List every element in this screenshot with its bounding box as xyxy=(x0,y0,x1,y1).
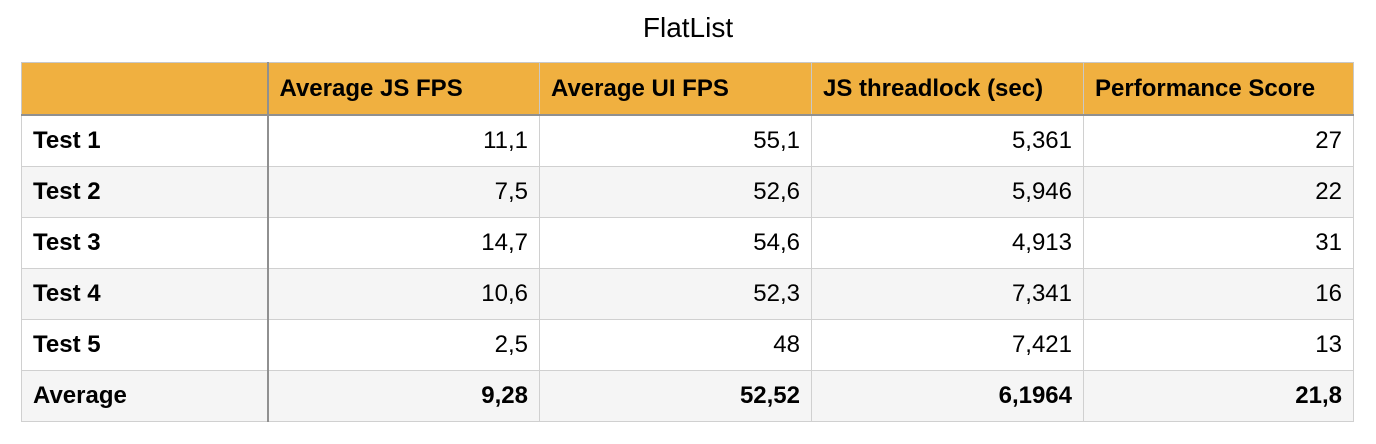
cell-average-js-fps: 9,28 xyxy=(267,370,540,422)
cell-js-threadlock: 4,913 xyxy=(811,217,1084,269)
table-row: Test 5 2,5 48 7,421 13 xyxy=(21,319,1354,371)
cell-average-js-fps: 14,7 xyxy=(267,217,540,269)
cell-js-threadlock: 7,421 xyxy=(811,319,1084,371)
header-performance-score: Performance Score xyxy=(1083,62,1354,116)
header-corner xyxy=(21,62,269,116)
row-label: Test 2 xyxy=(21,166,269,218)
cell-average-ui-fps: 55,1 xyxy=(539,114,812,167)
row-label: Test 4 xyxy=(21,268,269,320)
header-row: Average JS FPS Average UI FPS JS threadl… xyxy=(21,62,1354,116)
cell-average-ui-fps: 52,3 xyxy=(539,268,812,320)
cell-performance-score: 22 xyxy=(1083,166,1354,218)
cell-performance-score: 31 xyxy=(1083,217,1354,269)
cell-average-js-fps: 10,6 xyxy=(267,268,540,320)
table-row: Test 2 7,5 52,6 5,946 22 xyxy=(21,166,1354,218)
cell-performance-score: 16 xyxy=(1083,268,1354,320)
row-label: Test 1 xyxy=(21,114,269,167)
table-title: FlatList xyxy=(642,12,734,43)
header-js-threadlock: JS threadlock (sec) xyxy=(811,62,1084,116)
cell-performance-score: 27 xyxy=(1083,114,1354,167)
cell-js-threadlock: 6,1964 xyxy=(811,370,1084,422)
cell-average-ui-fps: 52,6 xyxy=(539,166,812,218)
cell-average-js-fps: 7,5 xyxy=(267,166,540,218)
cell-performance-score: 21,8 xyxy=(1083,370,1354,422)
row-label: Test 3 xyxy=(21,217,269,269)
cell-js-threadlock: 5,361 xyxy=(811,114,1084,167)
header-average-ui-fps: Average UI FPS xyxy=(539,62,812,116)
cell-average-js-fps: 2,5 xyxy=(267,319,540,371)
cell-average-ui-fps: 52,52 xyxy=(539,370,812,422)
data-table: Average JS FPS Average UI FPS JS threadl… xyxy=(21,62,1354,422)
cell-average-ui-fps: 48 xyxy=(539,319,812,371)
cell-performance-score: 13 xyxy=(1083,319,1354,371)
table-row: Test 3 14,7 54,6 4,913 31 xyxy=(21,217,1354,269)
cell-average-ui-fps: 54,6 xyxy=(539,217,812,269)
row-label: Average xyxy=(21,370,269,422)
table-row: Test 4 10,6 52,3 7,341 16 xyxy=(21,268,1354,320)
cell-js-threadlock: 7,341 xyxy=(811,268,1084,320)
row-label: Test 5 xyxy=(21,319,269,371)
table-row: Test 1 11,1 55,1 5,361 27 xyxy=(21,114,1354,167)
cell-average-js-fps: 11,1 xyxy=(267,114,540,167)
cell-js-threadlock: 5,946 xyxy=(811,166,1084,218)
average-row: Average 9,28 52,52 6,1964 21,8 xyxy=(21,370,1354,422)
header-average-js-fps: Average JS FPS xyxy=(267,62,540,116)
